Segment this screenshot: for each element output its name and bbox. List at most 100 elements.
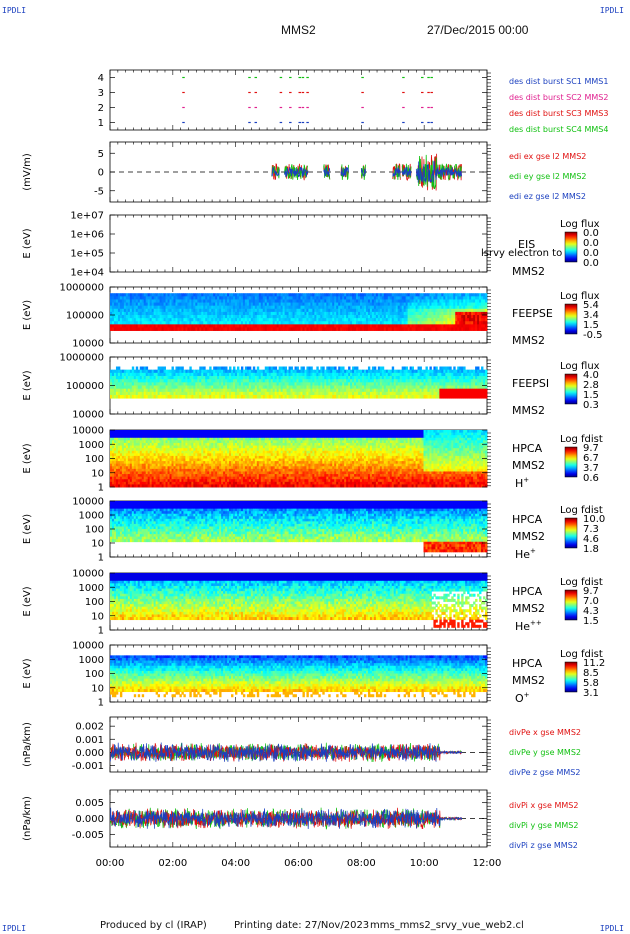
heatmap-cell xyxy=(185,324,188,328)
heatmap-cell xyxy=(207,318,210,322)
heatmap-cell xyxy=(147,305,151,310)
heatmap-cell xyxy=(219,308,222,313)
heatmap-cell xyxy=(213,321,216,325)
heatmap-cell xyxy=(171,308,174,313)
heatmap-cell xyxy=(221,302,224,307)
heatmap-cell xyxy=(125,315,129,319)
heatmap-cell xyxy=(203,296,206,300)
heatmap-cell xyxy=(117,321,121,325)
heatmap-cell xyxy=(211,305,214,310)
heatmap-cell xyxy=(123,315,127,319)
heatmap-cell xyxy=(177,296,180,300)
heatmap-cell xyxy=(173,296,176,300)
heatmap-cell xyxy=(373,366,377,371)
heatmap-cell xyxy=(207,321,210,325)
heatmap-cell xyxy=(171,366,174,371)
heatmap-cell xyxy=(181,327,184,331)
heatmap-cell xyxy=(217,293,220,297)
heatmap-cell xyxy=(181,318,184,322)
heatmap-cell xyxy=(227,321,230,325)
heatmap-cell xyxy=(179,293,182,297)
heatmap-cell xyxy=(157,305,161,310)
heatmap-cell xyxy=(179,321,182,325)
heatmap-cell xyxy=(229,299,232,303)
heatmap-cell xyxy=(221,315,224,319)
heatmap-cell xyxy=(195,293,198,297)
heatmap-cell xyxy=(217,321,220,325)
heatmap-cell xyxy=(115,318,119,322)
heatmap-cell xyxy=(117,315,121,319)
heatmap-cell xyxy=(113,305,117,310)
heatmap-cell xyxy=(145,321,149,325)
heatmap-cell xyxy=(115,308,119,313)
heatmap-cell xyxy=(157,311,161,316)
heatmap-cell xyxy=(137,293,141,297)
heatmap-cell xyxy=(179,305,182,310)
heatmap-cell xyxy=(110,327,113,331)
heatmap-cell xyxy=(135,315,139,319)
heatmap-cell xyxy=(119,305,123,310)
heatmap-cell xyxy=(205,324,208,328)
heatmap-cell xyxy=(199,315,202,319)
heatmap-cell xyxy=(110,302,113,307)
heatmap-cell xyxy=(187,296,190,300)
heatmap-cell xyxy=(167,308,170,313)
heatmap-cell xyxy=(123,321,127,325)
heatmap-cell xyxy=(302,366,305,371)
heatmap-cell xyxy=(129,305,133,310)
heatmap-cell xyxy=(125,327,129,331)
heatmap-cell xyxy=(167,327,170,331)
heatmap-cell xyxy=(213,327,216,331)
heatmap-cell xyxy=(157,296,161,300)
heatmap-cell xyxy=(147,324,151,328)
heatmap-cell xyxy=(193,327,196,331)
heatmap-cell xyxy=(133,327,137,331)
heatmap-cell xyxy=(110,305,113,310)
heatmap-cell xyxy=(149,293,153,297)
heatmap-cell xyxy=(201,311,204,316)
heatmap-cell xyxy=(173,293,176,297)
heatmap-cell xyxy=(191,296,194,300)
heatmap-cell xyxy=(121,318,125,322)
heatmap-cell xyxy=(485,388,488,393)
heatmap-cell xyxy=(223,299,226,303)
heatmap-cell xyxy=(185,308,188,313)
heatmap-cell xyxy=(195,318,198,322)
heatmap-cell xyxy=(227,315,230,319)
heatmap-cell xyxy=(161,293,164,297)
eis-ytick-label: 1e+06 xyxy=(70,230,104,241)
heatmap-cell xyxy=(161,311,164,316)
heatmap-cell xyxy=(121,308,125,313)
heatmap-cell xyxy=(141,327,145,331)
heatmap-cell xyxy=(157,308,161,313)
heatmap-cell xyxy=(119,327,123,331)
heatmap-cell xyxy=(117,318,121,322)
feeps-i-axis-label: E (eV) xyxy=(22,370,33,400)
eis-axis-label: E (eV) xyxy=(22,228,33,258)
feeps-e-colorbar xyxy=(564,303,578,335)
heatmap-cell xyxy=(155,305,159,310)
heatmap-cell xyxy=(169,311,172,316)
heatmap-cell xyxy=(227,308,230,313)
heatmap-cell xyxy=(171,302,174,307)
heatmap-cell xyxy=(213,305,216,310)
heatmap-cell xyxy=(209,311,212,316)
heatmap-cell xyxy=(125,296,129,300)
heatmap-cell xyxy=(219,305,222,310)
heatmap-cell xyxy=(125,324,129,328)
heatmap-cell xyxy=(221,318,224,322)
heatmap-cell xyxy=(151,296,155,300)
heatmap-cell xyxy=(485,305,488,310)
heatmap-cell xyxy=(203,327,206,331)
heatmap-cell xyxy=(133,296,137,300)
burst-legend-1: des dist burst SC1 MMS1 xyxy=(509,77,608,86)
heatmap-cell xyxy=(207,311,210,316)
heatmap-cell xyxy=(151,311,155,316)
heatmap-cell xyxy=(113,315,117,319)
heatmap-cell xyxy=(169,293,172,297)
heatmap-cell xyxy=(191,308,194,313)
heatmap-cell xyxy=(183,308,186,313)
feeps-e-axis-label: E (eV) xyxy=(22,300,33,330)
heatmap-cell xyxy=(119,318,123,322)
heatmap-cell xyxy=(111,293,115,297)
